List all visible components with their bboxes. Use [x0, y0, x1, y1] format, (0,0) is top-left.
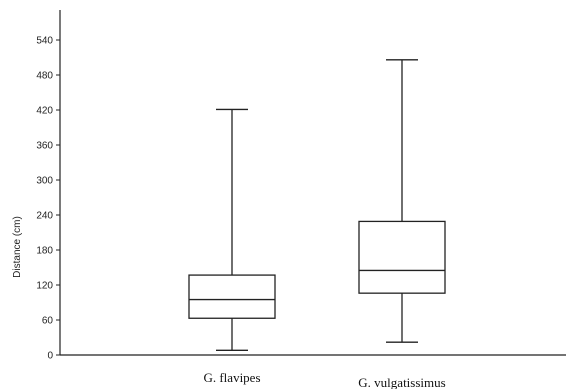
y-tick-label: 180: [36, 246, 53, 257]
x-axis: G. flavipes G. vulgatissimus: [60, 354, 566, 389]
box-2: [358, 59, 446, 343]
y-tick-label: 0: [47, 351, 53, 362]
y-tick-label: 360: [36, 141, 53, 152]
y-tick-label: 60: [42, 316, 54, 327]
box-1: [188, 108, 276, 351]
y-tick-label: 300: [36, 176, 53, 187]
y-axis: 0 60 120 180 240 300 360 420 480 540: [36, 10, 61, 362]
iqr-box: [188, 274, 276, 319]
x-category-label: G. vulgatissimus: [358, 375, 445, 389]
boxes: [188, 59, 446, 351]
x-category-label: G. flavipes: [203, 370, 260, 385]
y-axis-label: Distance (cm): [12, 216, 23, 278]
y-tick-label: 120: [36, 281, 53, 292]
y-tick-label: 420: [36, 106, 53, 117]
y-tick-label: 540: [36, 36, 53, 47]
y-tick-label: 480: [36, 71, 53, 82]
y-tick-label: 240: [36, 211, 53, 222]
iqr-box: [358, 220, 446, 294]
